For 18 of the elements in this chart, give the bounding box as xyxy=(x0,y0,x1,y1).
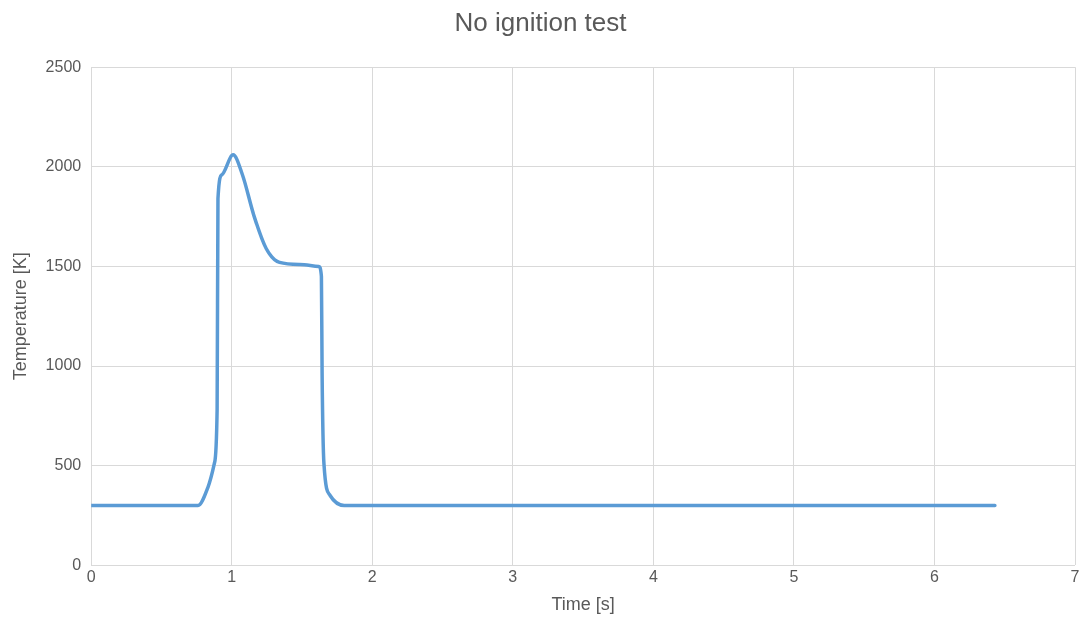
y-tick-label: 2000 xyxy=(45,157,82,175)
y-tick-label: 1000 xyxy=(45,356,82,374)
y-tick-label: 2500 xyxy=(45,57,82,75)
y-tick-label: 1500 xyxy=(45,256,82,274)
x-tick-label: 3 xyxy=(508,568,518,586)
y-tick-label: 0 xyxy=(72,555,82,573)
x-tick-label: 4 xyxy=(648,568,658,586)
x-axis-title: Time [s] xyxy=(551,594,615,615)
x-tick-label: 7 xyxy=(1070,568,1080,586)
x-tick-label: 1 xyxy=(227,568,237,586)
y-tick-label: 500 xyxy=(54,456,82,474)
x-tick-label: 5 xyxy=(789,568,799,586)
x-tick-label: 0 xyxy=(86,568,96,586)
y-axis-title: Temperature [K] xyxy=(9,252,30,381)
x-tick-label: 2 xyxy=(367,568,377,586)
x-tick-label: 6 xyxy=(930,568,939,586)
chart-title: No ignition test xyxy=(454,6,628,37)
line-series xyxy=(91,153,997,508)
